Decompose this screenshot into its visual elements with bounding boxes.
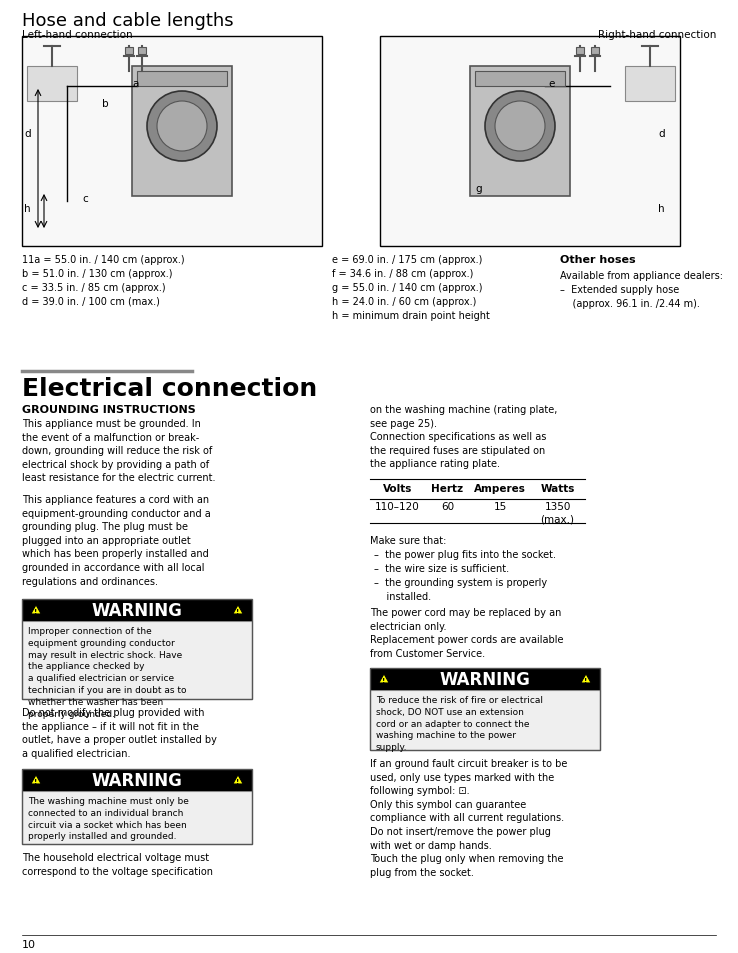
Text: d: d [24, 129, 30, 139]
Text: d: d [658, 129, 665, 139]
Text: !: ! [584, 678, 587, 683]
Text: 110–120: 110–120 [375, 501, 420, 512]
Text: c: c [82, 193, 88, 204]
Text: !: ! [236, 608, 240, 615]
Text: Right-hand connection: Right-hand connection [598, 30, 716, 40]
Polygon shape [232, 605, 244, 615]
Text: 10: 10 [22, 939, 36, 949]
Bar [22, 599, 252, 621]
Text: !: ! [236, 779, 240, 784]
Text: Hertz: Hertz [432, 483, 463, 494]
Text: WARNING: WARNING [92, 771, 182, 789]
Bar [125, 48, 133, 55]
Text: –  the wire size is sufficient.: – the wire size is sufficient. [374, 563, 509, 574]
Text: WARNING: WARNING [440, 670, 531, 688]
Bar [475, 71, 565, 87]
Text: on the washing machine (rating plate,
see page 25).
Connection specifications as: on the washing machine (rating plate, se… [370, 405, 557, 469]
Text: a: a [132, 79, 139, 89]
Polygon shape [31, 605, 41, 615]
Bar [370, 690, 600, 750]
Bar [27, 67, 77, 102]
Text: If an ground fault circuit breaker is to be
used, only use types marked with the: If an ground fault circuit breaker is to… [370, 759, 568, 877]
Polygon shape [581, 674, 591, 683]
Text: The household electrical voltage must
correspond to the voltage specification: The household electrical voltage must co… [22, 852, 213, 876]
Text: b: b [102, 99, 108, 109]
Bar [22, 769, 252, 844]
Circle shape [157, 102, 207, 152]
Text: –  the grounding system is properly
    installed.: – the grounding system is properly insta… [374, 578, 547, 601]
Bar [380, 37, 680, 247]
Bar [132, 67, 232, 196]
Text: !: ! [35, 608, 38, 615]
Bar [22, 791, 252, 844]
Text: Do not modify the plug provided with
the appliance – if it will not fit in the
o: Do not modify the plug provided with the… [22, 707, 217, 758]
Text: Available from appliance dealers:
–  Extended supply hose
    (approx. 96.1 in. : Available from appliance dealers: – Exte… [560, 271, 723, 309]
Text: h: h [24, 204, 30, 213]
Bar [370, 668, 600, 750]
Bar [591, 48, 599, 55]
Text: !: ! [35, 779, 38, 784]
Text: –  the power plug fits into the socket.: – the power plug fits into the socket. [374, 550, 556, 559]
Bar [138, 48, 146, 55]
Text: 11a = 55.0 in. / 140 cm (approx.)
b = 51.0 in. / 130 cm (approx.)
c = 33.5 in. /: 11a = 55.0 in. / 140 cm (approx.) b = 51… [22, 254, 184, 307]
Text: WARNING: WARNING [92, 601, 182, 619]
Circle shape [495, 102, 545, 152]
Bar [370, 668, 600, 690]
Text: Left-hand connection: Left-hand connection [22, 30, 133, 40]
Text: h: h [658, 204, 665, 213]
Text: Electrical connection: Electrical connection [22, 376, 317, 400]
Text: Volts: Volts [383, 483, 413, 494]
Bar [137, 71, 227, 87]
Bar [22, 599, 252, 700]
Bar [22, 769, 252, 791]
Text: Improper connection of the
equipment grounding conductor
may result in electric : Improper connection of the equipment gro… [28, 626, 187, 718]
Text: 1350
(max.): 1350 (max.) [540, 501, 574, 524]
Bar [625, 67, 675, 102]
Text: g: g [475, 184, 482, 193]
Polygon shape [232, 775, 244, 784]
Text: Make sure that:: Make sure that: [370, 536, 446, 545]
Text: e: e [548, 79, 554, 89]
Bar [470, 67, 570, 196]
Bar [22, 621, 252, 700]
Polygon shape [379, 674, 389, 683]
Text: The power cord may be replaced by an
electrician only.
Replacement power cords a: The power cord may be replaced by an ele… [370, 607, 564, 659]
Bar [22, 37, 322, 247]
Text: To reduce the risk of fire or electrical
shock, DO NOT use an extension
cord or : To reduce the risk of fire or electrical… [376, 696, 543, 751]
Bar [576, 48, 584, 55]
Text: Hose and cable lengths: Hose and cable lengths [22, 12, 234, 30]
Text: GROUNDING INSTRUCTIONS: GROUNDING INSTRUCTIONS [22, 405, 196, 415]
Text: Other hoses: Other hoses [560, 254, 635, 265]
Text: 15: 15 [494, 501, 506, 512]
Text: e = 69.0 in. / 175 cm (approx.)
f = 34.6 in. / 88 cm (approx.)
g = 55.0 in. / 14: e = 69.0 in. / 175 cm (approx.) f = 34.6… [332, 254, 490, 320]
Text: The washing machine must only be
connected to an individual branch
circuit via a: The washing machine must only be connect… [28, 796, 189, 841]
Text: !: ! [382, 678, 386, 683]
Text: This appliance features a cord with an
equipment-grounding conductor and a
groun: This appliance features a cord with an e… [22, 495, 211, 586]
Text: Amperes: Amperes [474, 483, 526, 494]
Text: This appliance must be grounded. In
the event of a malfunction or break-
down, g: This appliance must be grounded. In the … [22, 418, 215, 483]
Text: 60: 60 [441, 501, 454, 512]
Circle shape [147, 91, 217, 162]
Circle shape [485, 91, 555, 162]
Polygon shape [31, 775, 41, 784]
Text: Watts: Watts [540, 483, 575, 494]
